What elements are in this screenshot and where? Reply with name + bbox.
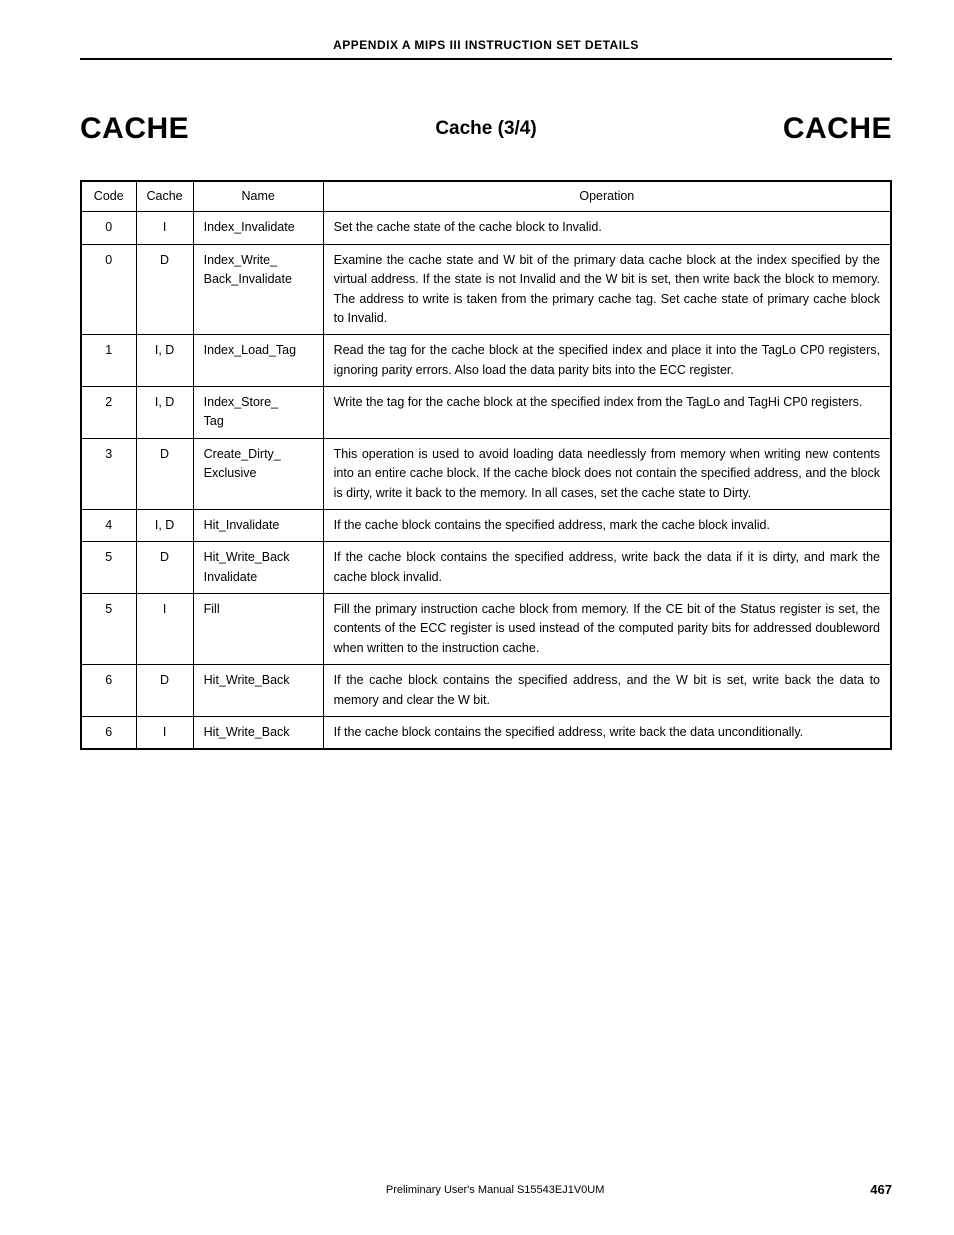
cell-name: Index_Write_Back_Invalidate xyxy=(193,244,323,335)
cell-name: Create_Dirty_Exclusive xyxy=(193,438,323,509)
cell-code: 3 xyxy=(81,438,136,509)
cell-operation: This operation is used to avoid loading … xyxy=(323,438,891,509)
cell-code: 6 xyxy=(81,665,136,717)
cell-cache: I xyxy=(136,594,193,665)
cell-code: 5 xyxy=(81,594,136,665)
cell-cache: D xyxy=(136,438,193,509)
table-row: 0DIndex_Write_Back_InvalidateExamine the… xyxy=(81,244,891,335)
cell-code: 5 xyxy=(81,542,136,594)
table-header-row: Code Cache Name Operation xyxy=(81,181,891,212)
footer-page-number: 467 xyxy=(870,1182,892,1197)
cell-cache: I xyxy=(136,212,193,244)
cell-code: 4 xyxy=(81,509,136,541)
cell-cache: I, D xyxy=(136,335,193,387)
cell-operation: If the cache block contains the specifie… xyxy=(323,665,891,717)
cell-operation: Fill the primary instruction cache block… xyxy=(323,594,891,665)
table-row: 5IFillFill the primary instruction cache… xyxy=(81,594,891,665)
cell-code: 6 xyxy=(81,716,136,749)
cell-name: Hit_Invalidate xyxy=(193,509,323,541)
cell-name: Hit_Write_BackInvalidate xyxy=(193,542,323,594)
cell-operation: Examine the cache state and W bit of the… xyxy=(323,244,891,335)
table-row: 6DHit_Write_BackIf the cache block conta… xyxy=(81,665,891,717)
cell-cache: I, D xyxy=(136,509,193,541)
col-header-cache: Cache xyxy=(136,181,193,212)
cell-name: Hit_Write_Back xyxy=(193,716,323,749)
title-center: Cache (3/4) xyxy=(435,118,536,140)
cache-table: Code Cache Name Operation 0IIndex_Invali… xyxy=(80,180,892,750)
cell-name: Index_Store_Tag xyxy=(193,387,323,439)
title-row: CACHE Cache (3/4) CACHE xyxy=(80,112,892,146)
cell-cache: D xyxy=(136,244,193,335)
table-row: 0IIndex_InvalidateSet the cache state of… xyxy=(81,212,891,244)
footer-center-text: Preliminary User's Manual S15543EJ1V0UM xyxy=(120,1184,870,1196)
table-row: 1I, DIndex_Load_TagRead the tag for the … xyxy=(81,335,891,387)
title-right: CACHE xyxy=(783,112,892,146)
cell-cache: I xyxy=(136,716,193,749)
cell-code: 2 xyxy=(81,387,136,439)
cell-code: 1 xyxy=(81,335,136,387)
cell-cache: D xyxy=(136,542,193,594)
cell-code: 0 xyxy=(81,212,136,244)
cell-name: Index_Invalidate xyxy=(193,212,323,244)
col-header-operation: Operation xyxy=(323,181,891,212)
cell-name: Fill xyxy=(193,594,323,665)
col-header-name: Name xyxy=(193,181,323,212)
cell-operation: Write the tag for the cache block at the… xyxy=(323,387,891,439)
table-row: 5DHit_Write_BackInvalidateIf the cache b… xyxy=(81,542,891,594)
cell-cache: D xyxy=(136,665,193,717)
cell-code: 0 xyxy=(81,244,136,335)
cell-name: Index_Load_Tag xyxy=(193,335,323,387)
cell-operation: Read the tag for the cache block at the … xyxy=(323,335,891,387)
cell-operation: If the cache block contains the specifie… xyxy=(323,716,891,749)
page-footer: Preliminary User's Manual S15543EJ1V0UM … xyxy=(80,1182,892,1197)
table-row: 2I, DIndex_Store_TagWrite the tag for th… xyxy=(81,387,891,439)
appendix-header: APPENDIX A MIPS III INSTRUCTION SET DETA… xyxy=(80,38,892,60)
table-row: 3DCreate_Dirty_ExclusiveThis operation i… xyxy=(81,438,891,509)
cell-operation: If the cache block contains the specifie… xyxy=(323,509,891,541)
col-header-code: Code xyxy=(81,181,136,212)
cell-operation: Set the cache state of the cache block t… xyxy=(323,212,891,244)
cell-name: Hit_Write_Back xyxy=(193,665,323,717)
cell-cache: I, D xyxy=(136,387,193,439)
table-row: 4I, DHit_InvalidateIf the cache block co… xyxy=(81,509,891,541)
cell-operation: If the cache block contains the specifie… xyxy=(323,542,891,594)
title-left: CACHE xyxy=(80,112,189,146)
table-row: 6IHit_Write_BackIf the cache block conta… xyxy=(81,716,891,749)
